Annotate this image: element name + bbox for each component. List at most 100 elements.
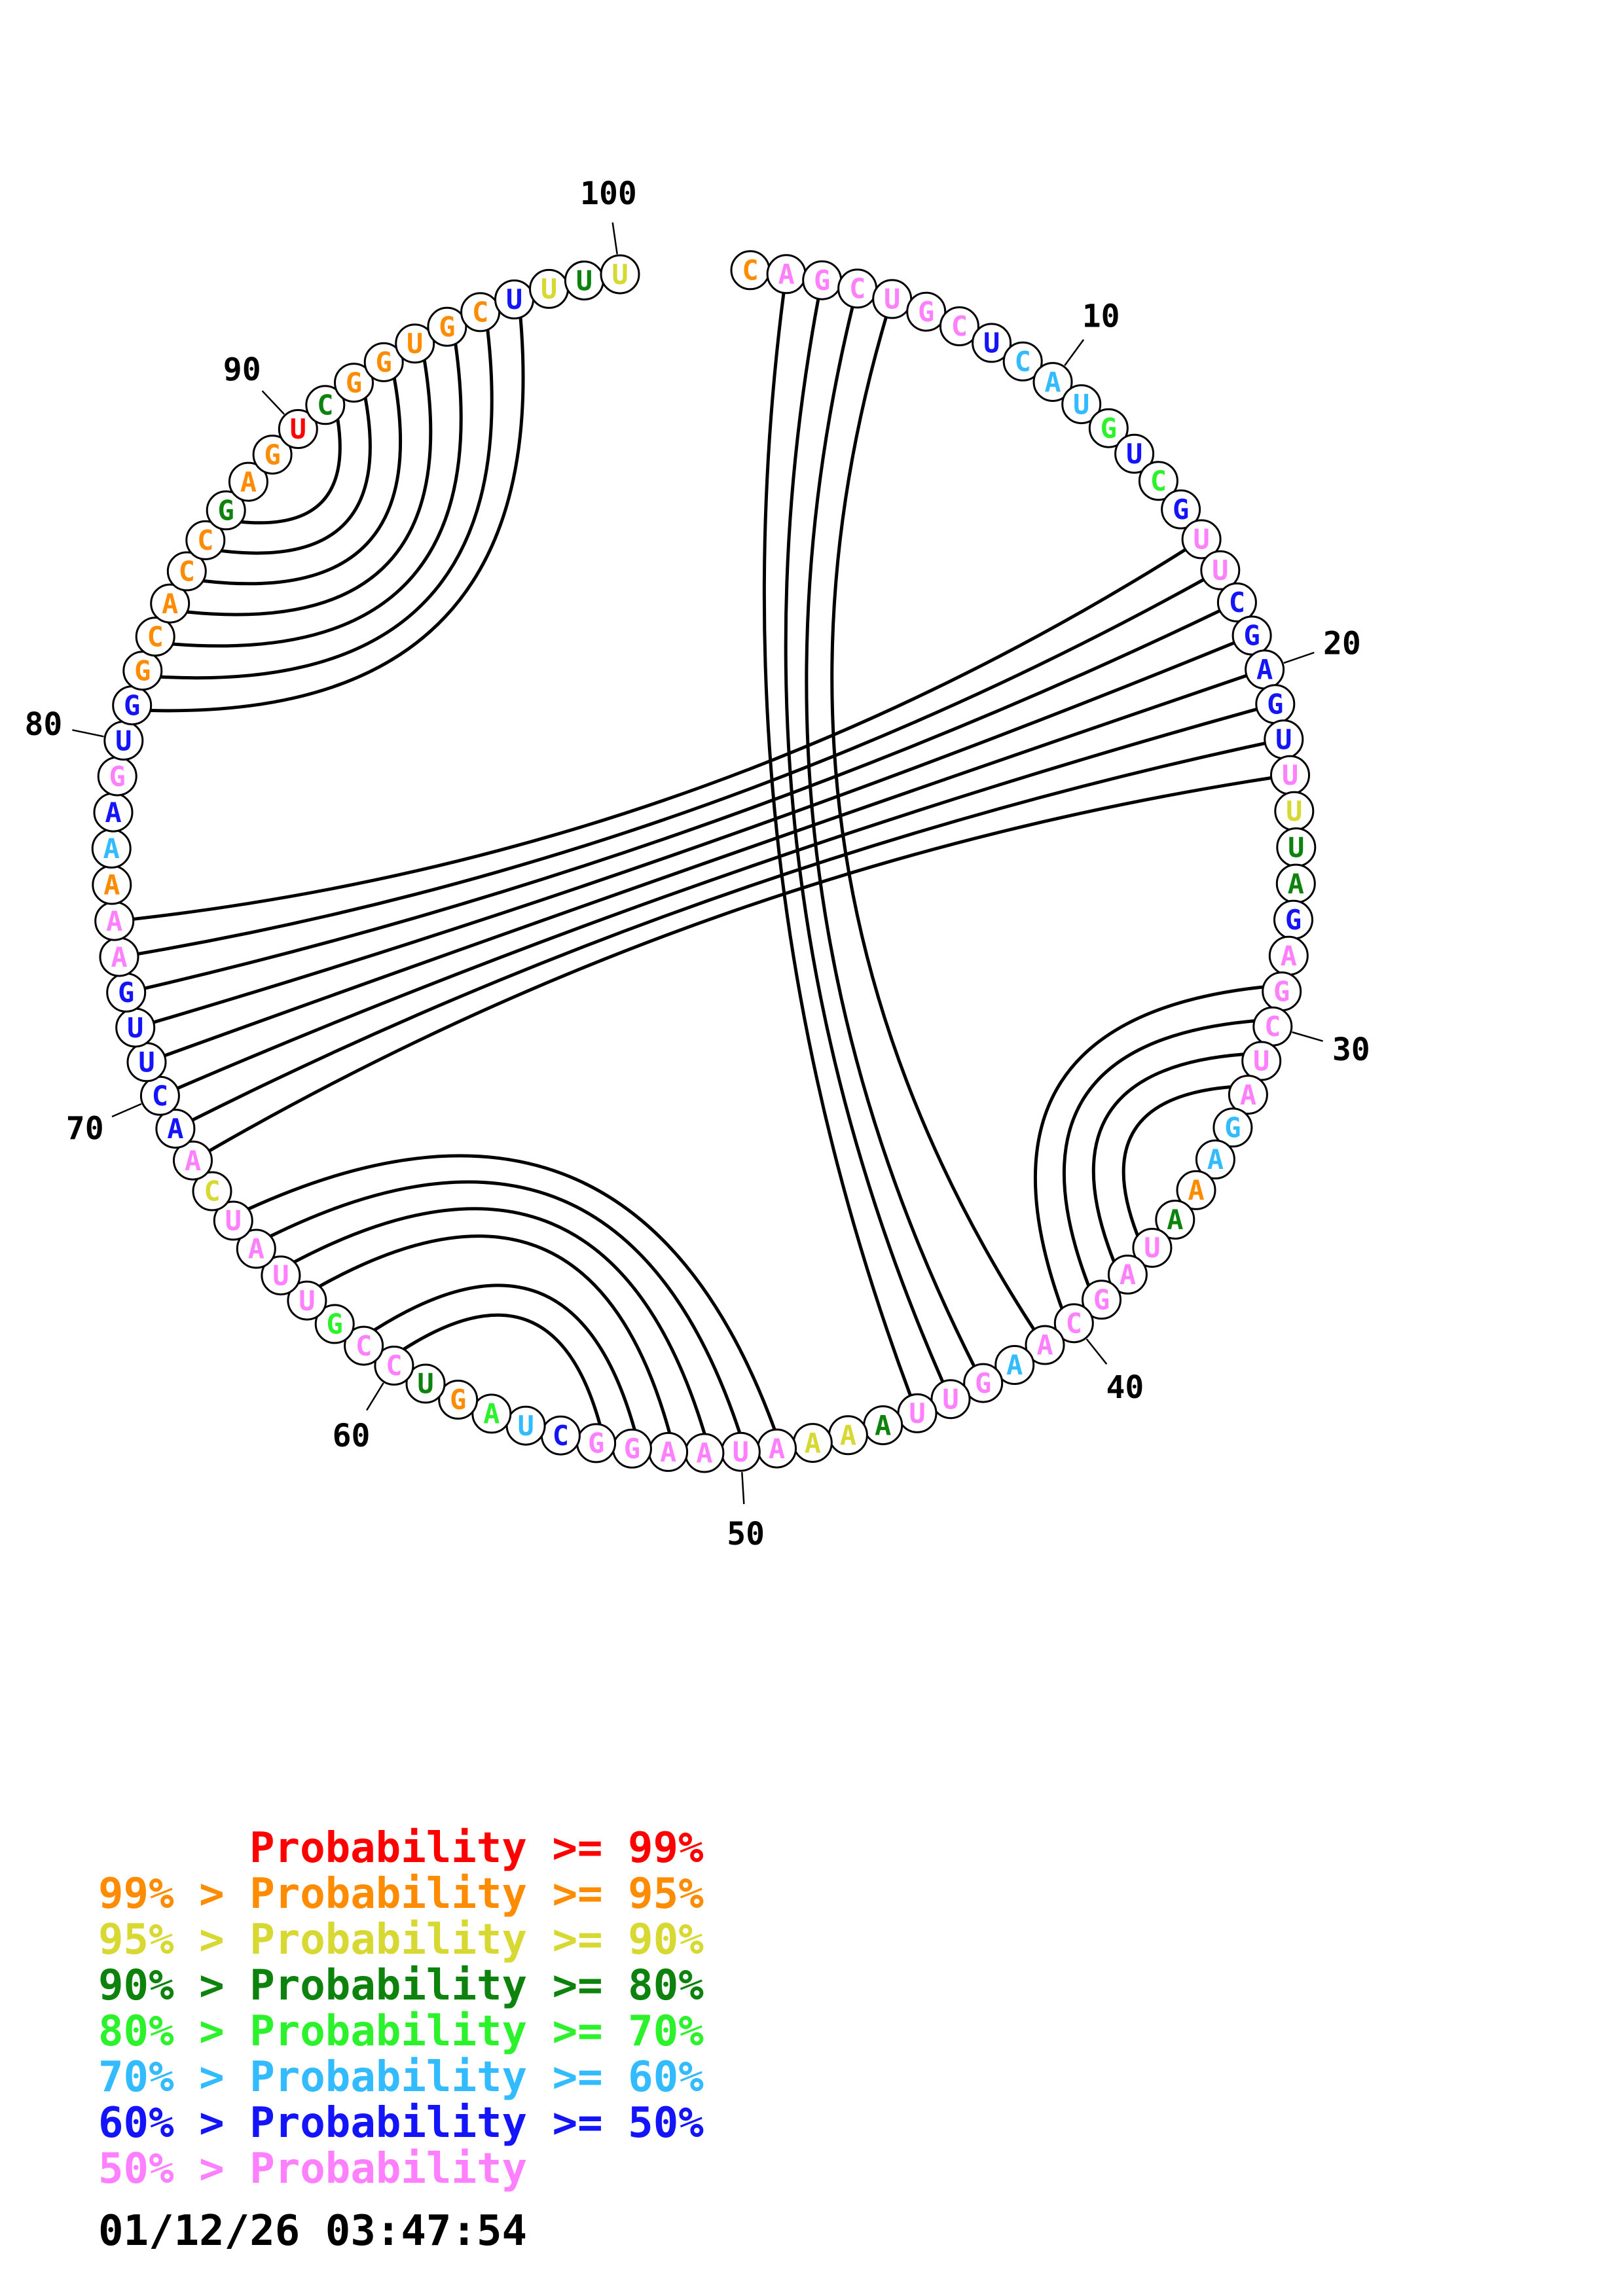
nucleotide-letter-14: C — [1150, 465, 1167, 497]
nucleotide-letter-57: A — [483, 1398, 500, 1430]
nucleotide-letter-72: U — [127, 1012, 143, 1044]
pair-arc-30-39 — [1062, 1019, 1256, 1287]
nucleotide-circle-61 — [344, 1325, 384, 1366]
nucleotide-letter-9: C — [1015, 346, 1031, 378]
nucleotide-letter-30: C — [1264, 1011, 1281, 1043]
legend-row-80: 90% > Probability >= 80% — [98, 1962, 704, 2010]
nucleotide-circle-64 — [261, 1255, 301, 1296]
nucleotide-letter-75: A — [106, 905, 122, 937]
nucleotide-letter-64: U — [272, 1259, 289, 1291]
nucleotide-letter-51: A — [696, 1437, 712, 1469]
nucleotide-circle-41 — [1025, 1325, 1065, 1365]
nucleotide-circle-66 — [213, 1200, 253, 1241]
nucleotide-circle-63 — [287, 1280, 327, 1321]
nucleotide-letter-32: A — [1240, 1079, 1256, 1111]
nucleotide-letter-12: G — [1101, 412, 1117, 444]
nucleotide-circle-84 — [150, 583, 191, 624]
nucleotide-letter-7: C — [951, 310, 968, 342]
tick-line-100 — [611, 222, 618, 255]
nucleotide-letter-68: A — [185, 1145, 201, 1177]
nucleotide-letter-61: C — [356, 1330, 372, 1362]
nucleotide-circle-68 — [173, 1140, 213, 1181]
nucleotide-letter-33: G — [1224, 1112, 1241, 1144]
nucleotide-letter-66: U — [225, 1205, 242, 1237]
nucleotide-letter-90: U — [290, 413, 306, 445]
nucleotide-circle-38 — [1107, 1254, 1148, 1295]
pair-arc-23-68 — [208, 776, 1273, 1153]
nucleotide-letter-10: A — [1044, 366, 1061, 398]
pair-arc-19-72 — [153, 641, 1235, 1024]
pair-arc-2-45 — [762, 292, 912, 1397]
nucleotide-circle-69 — [155, 1109, 196, 1149]
nucleotide-letter-69: A — [167, 1113, 183, 1145]
position-label-20: 20 — [1323, 625, 1361, 662]
pair-arc-49-66 — [247, 1154, 776, 1431]
nucleotide-letter-15: G — [1173, 493, 1189, 526]
position-labels-group: 10 20 30 40 50 60 70 80 90 100 — [25, 175, 1370, 1552]
position-label-50: 50 — [727, 1516, 765, 1552]
position-label-40: 40 — [1106, 1369, 1144, 1406]
nucleotide-letter-22: U — [1275, 723, 1292, 755]
nucleotide-circle-11 — [1061, 384, 1102, 425]
nucleotide-circle-43 — [963, 1363, 1004, 1403]
pair-arc-31-38 — [1091, 1052, 1245, 1263]
pair-arc-82-96 — [159, 329, 494, 680]
nucleotide-letter-4: C — [849, 273, 866, 305]
nucleotide-letter-31: U — [1253, 1045, 1269, 1077]
nucleotide-letter-56: U — [517, 1410, 534, 1442]
nucleotide-letter-37: U — [1144, 1232, 1160, 1264]
nucleotide-letter-29: G — [1273, 975, 1290, 1007]
pair-arc-4-43 — [805, 306, 976, 1368]
pair-arc-84-94 — [186, 359, 433, 617]
nucleotide-letter-85: C — [179, 556, 195, 588]
nucleotide-letter-80: U — [115, 725, 132, 757]
nucleotide-circle-16 — [1181, 519, 1222, 560]
nucleotide-circle-42 — [994, 1345, 1035, 1385]
nucleotide-circle-92 — [334, 363, 374, 403]
pair-arc-54-60 — [403, 1313, 602, 1426]
nucleotide-letter-13: U — [1126, 438, 1142, 470]
legend-row-60: 70% > Probability >= 60% — [98, 2053, 704, 2102]
pair-arc-22-69 — [191, 742, 1266, 1122]
nucleotide-circle-91 — [305, 385, 346, 425]
legend-row-below-50: 50% > Probability — [98, 2145, 527, 2193]
nucleotide-letter-26: A — [1288, 868, 1304, 900]
nucleotide-letter-36: A — [1167, 1204, 1183, 1236]
nucleotide-letter-39: G — [1093, 1284, 1110, 1316]
position-label-10: 10 — [1082, 298, 1120, 334]
nucleotide-letter-71: U — [138, 1047, 155, 1079]
nucleotide-letter-25: U — [1288, 831, 1304, 863]
nucleotide-circle-13 — [1114, 433, 1155, 474]
position-label-60: 60 — [333, 1418, 371, 1454]
nucleotide-circle-86 — [185, 520, 226, 560]
nucleotide-circle-10 — [1032, 362, 1073, 403]
nucleotide-letter-55: C — [553, 1420, 569, 1452]
nucleotide-circle-87 — [206, 490, 246, 531]
legend-row-90: 95% > Probability >= 90% — [98, 1916, 704, 1964]
nucleotide-letter-24: U — [1286, 795, 1302, 827]
nucleotide-letter-59: U — [417, 1368, 433, 1400]
nucleotide-circle-94 — [395, 323, 435, 364]
nucleotide-letter-67: C — [204, 1175, 220, 1208]
position-label-80: 80 — [25, 706, 63, 743]
position-tick-lines-group — [72, 222, 1323, 1505]
nucleotide-letter-76: A — [103, 869, 120, 901]
nucleotide-circle-33 — [1213, 1107, 1253, 1148]
nucleotide-letter-97: U — [506, 283, 522, 315]
pair-arc-21-70 — [176, 708, 1258, 1090]
nucleotide-letter-34: A — [1207, 1143, 1224, 1175]
nucleotide-letter-3: G — [814, 264, 830, 296]
tick-line-40 — [1085, 1338, 1108, 1365]
pair-arc-20-71 — [163, 674, 1248, 1058]
nucleotide-circle-18 — [1216, 582, 1257, 622]
nucleotide-letter-21: G — [1267, 689, 1283, 721]
nucleotide-letter-6: G — [918, 296, 934, 328]
nucleotide-letter-45: U — [909, 1397, 925, 1429]
pair-arc-81-97 — [149, 316, 525, 713]
nucleotide-circle-89 — [252, 435, 293, 475]
nucleotide-letter-95: G — [439, 311, 455, 343]
nucleotide-letter-100: U — [611, 259, 628, 291]
tick-line-60 — [366, 1382, 384, 1411]
tick-line-50 — [741, 1472, 745, 1505]
position-label-100: 100 — [580, 175, 637, 212]
